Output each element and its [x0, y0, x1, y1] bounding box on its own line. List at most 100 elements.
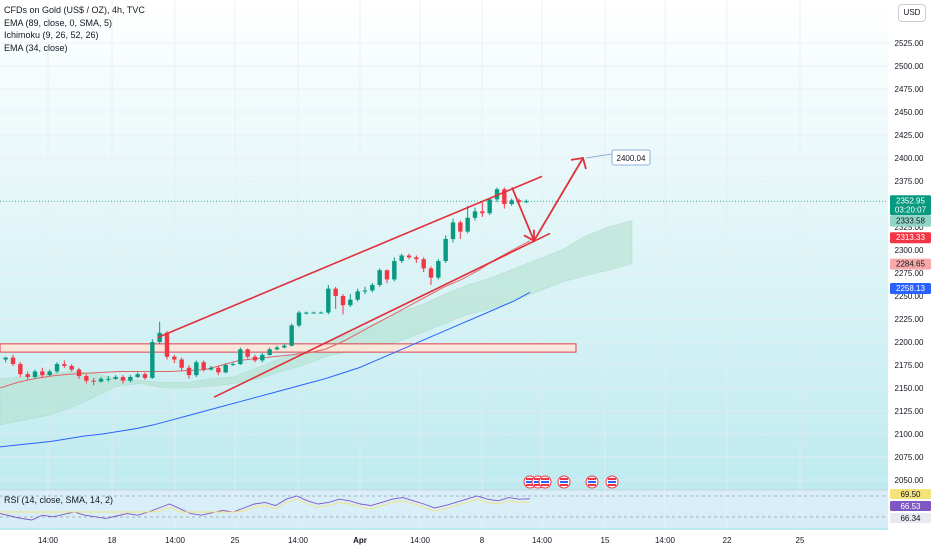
price-tick-label: 2450.00	[895, 108, 924, 117]
candle-body	[252, 356, 258, 361]
candle-body	[69, 365, 74, 370]
candle-body	[3, 357, 8, 360]
candle-body	[40, 371, 45, 376]
candle-body	[260, 354, 265, 361]
time-axis[interactable]: 14:00 18 14:00 25 14:00 Apr 14:00 8 14:00 15 14:00…	[38, 536, 805, 545]
candle-body	[230, 364, 236, 366]
time-tick-label: 14:00	[38, 536, 59, 545]
event-flag-icon[interactable]	[605, 475, 619, 489]
candle-body	[304, 312, 309, 314]
economic-events[interactable]	[523, 475, 619, 489]
candle-body	[450, 222, 456, 239]
channel-upper-line	[157, 175, 543, 339]
indicator-ema34-label[interactable]: EMA (34, close)	[4, 42, 68, 53]
time-tick-label: 14:00	[165, 536, 186, 545]
ema34-line	[0, 240, 531, 389]
price-tick-label: 2175.00	[895, 361, 924, 370]
candle-body	[150, 342, 155, 378]
price-label-text: 2333.58	[896, 217, 925, 226]
indicator-ema89-label[interactable]: EMA (89, close, 0, SMA, 5)	[4, 17, 113, 28]
time-tick-label: 14:00	[410, 536, 431, 545]
price-tick-label: 2250.00	[895, 292, 924, 301]
rsi-indicator-label[interactable]: RSI (14, close, SMA, 14, 2)	[4, 495, 114, 505]
candle-body	[370, 284, 375, 291]
arrow-head-down	[523, 229, 535, 243]
price-tick-label: 2225.00	[895, 315, 924, 324]
price-tick-label: 2300.00	[895, 246, 924, 255]
candle-body	[267, 349, 272, 355]
candle-body	[186, 367, 192, 376]
candle-body	[311, 312, 316, 314]
symbol-title[interactable]: CFDs on Gold (US$ / OZ), 4h, TVC	[4, 5, 145, 15]
flag-stripe	[526, 484, 534, 486]
time-tick-label: 8	[480, 536, 485, 545]
time-tick-label: 15	[601, 536, 610, 545]
price-axis[interactable]: 2525.00 2500.00 2475.00 2450.00 2425.00 2400.…	[890, 39, 931, 485]
time-tick-label: 14:00	[655, 536, 676, 545]
candle-body	[480, 211, 485, 214]
candle-body	[128, 376, 133, 381]
flag-stripe	[608, 481, 616, 483]
price-tick-label: 2325.00	[895, 223, 924, 232]
candle-body	[47, 371, 52, 376]
price-label-box	[890, 195, 931, 216]
cloud-area	[0, 220, 633, 426]
rsi-pane[interactable]: 69.50 66.53 66.34	[0, 489, 931, 528]
candle-body	[223, 365, 228, 373]
candle-body	[465, 217, 470, 232]
candle-body	[62, 364, 67, 366]
candle-body	[487, 199, 492, 214]
indicator-ichimoku-label[interactable]: Ichimoku (9, 26, 52, 26)	[4, 30, 99, 40]
candles	[3, 187, 529, 386]
flag-stripe	[608, 478, 616, 480]
candle-body	[516, 200, 522, 203]
price-tick-label: 2500.00	[895, 62, 924, 71]
ema-lines	[0, 240, 531, 448]
price-label-text: 2313.33	[896, 233, 925, 242]
candle-body	[113, 376, 118, 379]
candle-body	[245, 349, 250, 357]
event-flag-icon[interactable]	[557, 475, 571, 489]
flag-stripe	[588, 478, 596, 480]
candle-body	[414, 257, 419, 260]
candle-body	[428, 268, 434, 278]
flag-stripe	[526, 478, 534, 480]
candle-body	[340, 296, 346, 306]
legend: CFDs on Gold (US$ / OZ), 4h, TVC EMA (89…	[4, 4, 145, 54]
candle-body	[172, 356, 177, 360]
price-tick-label: 2200.00	[895, 338, 924, 347]
event-flag-icon[interactable]	[538, 475, 552, 489]
flag-stripe	[534, 481, 542, 483]
channel-lower-line	[213, 232, 551, 398]
event-flag-icon[interactable]	[585, 475, 599, 489]
candle-body	[179, 359, 184, 368]
candle-body	[502, 189, 507, 204]
candle-body	[10, 357, 16, 365]
time-tick-label: 14:00	[288, 536, 309, 545]
candle-body	[392, 261, 397, 280]
candle-body	[25, 374, 30, 377]
candle-body	[377, 270, 382, 285]
price-tick-label: 2150.00	[895, 384, 924, 393]
candle-body	[135, 374, 140, 377]
candle-body	[18, 364, 23, 375]
price-tick-label: 2400.00	[895, 154, 924, 163]
currency-button[interactable]: USD	[898, 4, 926, 22]
flag-stripe	[608, 484, 616, 486]
price-label-countdown: 03:20:07	[895, 205, 927, 214]
rsi-signal-line	[0, 498, 531, 513]
candle-body	[494, 189, 500, 200]
price-tick-label: 2100.00	[895, 430, 924, 439]
candle-body	[289, 325, 294, 346]
candle-body	[194, 362, 199, 376]
time-tick-label: 22	[723, 536, 732, 545]
candle-body	[421, 259, 426, 269]
candle-body	[436, 261, 441, 278]
time-tick-label: 25	[796, 536, 805, 545]
rsi-line	[0, 495, 531, 521]
candle-body	[443, 238, 448, 262]
drawing-annotations: 2400.04	[157, 149, 651, 398]
candle-body	[362, 290, 368, 292]
